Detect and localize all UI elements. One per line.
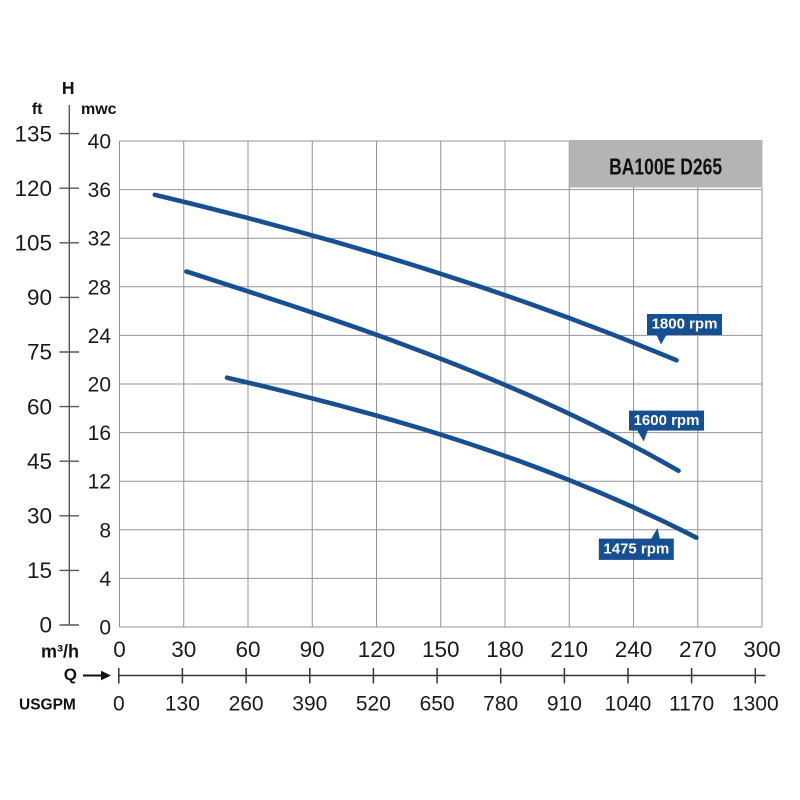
svg-text:390: 390 <box>292 693 327 716</box>
svg-text:90: 90 <box>27 285 52 310</box>
svg-text:1300: 1300 <box>732 693 779 716</box>
svg-text:4: 4 <box>99 568 111 591</box>
svg-text:60: 60 <box>235 637 260 662</box>
svg-text:40: 40 <box>88 131 111 154</box>
svg-text:650: 650 <box>420 693 455 716</box>
svg-text:120: 120 <box>358 637 396 662</box>
svg-text:520: 520 <box>356 693 391 716</box>
svg-text:180: 180 <box>486 637 524 662</box>
svg-text:300: 300 <box>743 637 781 662</box>
svg-text:1800 rpm: 1800 rpm <box>652 316 718 333</box>
svg-text:0: 0 <box>113 693 125 716</box>
svg-text:24: 24 <box>88 325 112 348</box>
svg-text:210: 210 <box>550 637 588 662</box>
svg-text:16: 16 <box>88 422 111 445</box>
svg-text:1040: 1040 <box>605 693 652 716</box>
svg-text:36: 36 <box>88 179 111 202</box>
svg-text:45: 45 <box>27 449 52 474</box>
svg-text:H: H <box>62 78 75 98</box>
svg-text:150: 150 <box>422 637 460 662</box>
svg-text:0: 0 <box>113 637 126 662</box>
svg-text:270: 270 <box>679 637 717 662</box>
svg-text:780: 780 <box>483 693 518 716</box>
svg-text:60: 60 <box>27 394 52 419</box>
svg-text:0: 0 <box>99 617 111 640</box>
svg-text:15: 15 <box>27 558 52 583</box>
svg-text:130: 130 <box>165 693 200 716</box>
svg-text:32: 32 <box>88 228 111 251</box>
svg-text:910: 910 <box>547 693 582 716</box>
svg-text:75: 75 <box>27 340 52 365</box>
svg-text:ft: ft <box>32 101 43 118</box>
svg-text:135: 135 <box>14 121 52 146</box>
svg-text:28: 28 <box>88 276 111 299</box>
svg-text:20: 20 <box>88 374 111 397</box>
svg-text:BA100E D265: BA100E D265 <box>609 154 722 180</box>
svg-text:30: 30 <box>171 637 196 662</box>
svg-text:1600 rpm: 1600 rpm <box>634 412 700 429</box>
svg-text:120: 120 <box>14 176 52 201</box>
svg-text:30: 30 <box>27 504 52 529</box>
svg-text:Q: Q <box>64 665 77 684</box>
svg-text:m³/h: m³/h <box>41 642 79 662</box>
svg-text:1475 rpm: 1475 rpm <box>603 541 669 558</box>
svg-text:8: 8 <box>99 519 111 542</box>
svg-text:90: 90 <box>300 637 325 662</box>
svg-text:12: 12 <box>88 471 111 494</box>
svg-text:1170: 1170 <box>669 693 714 716</box>
svg-text:240: 240 <box>615 637 653 662</box>
svg-text:260: 260 <box>229 693 264 716</box>
svg-text:0: 0 <box>39 613 52 638</box>
svg-text:mwc: mwc <box>81 101 117 118</box>
svg-text:USGPM: USGPM <box>19 697 76 714</box>
svg-text:105: 105 <box>14 231 52 256</box>
